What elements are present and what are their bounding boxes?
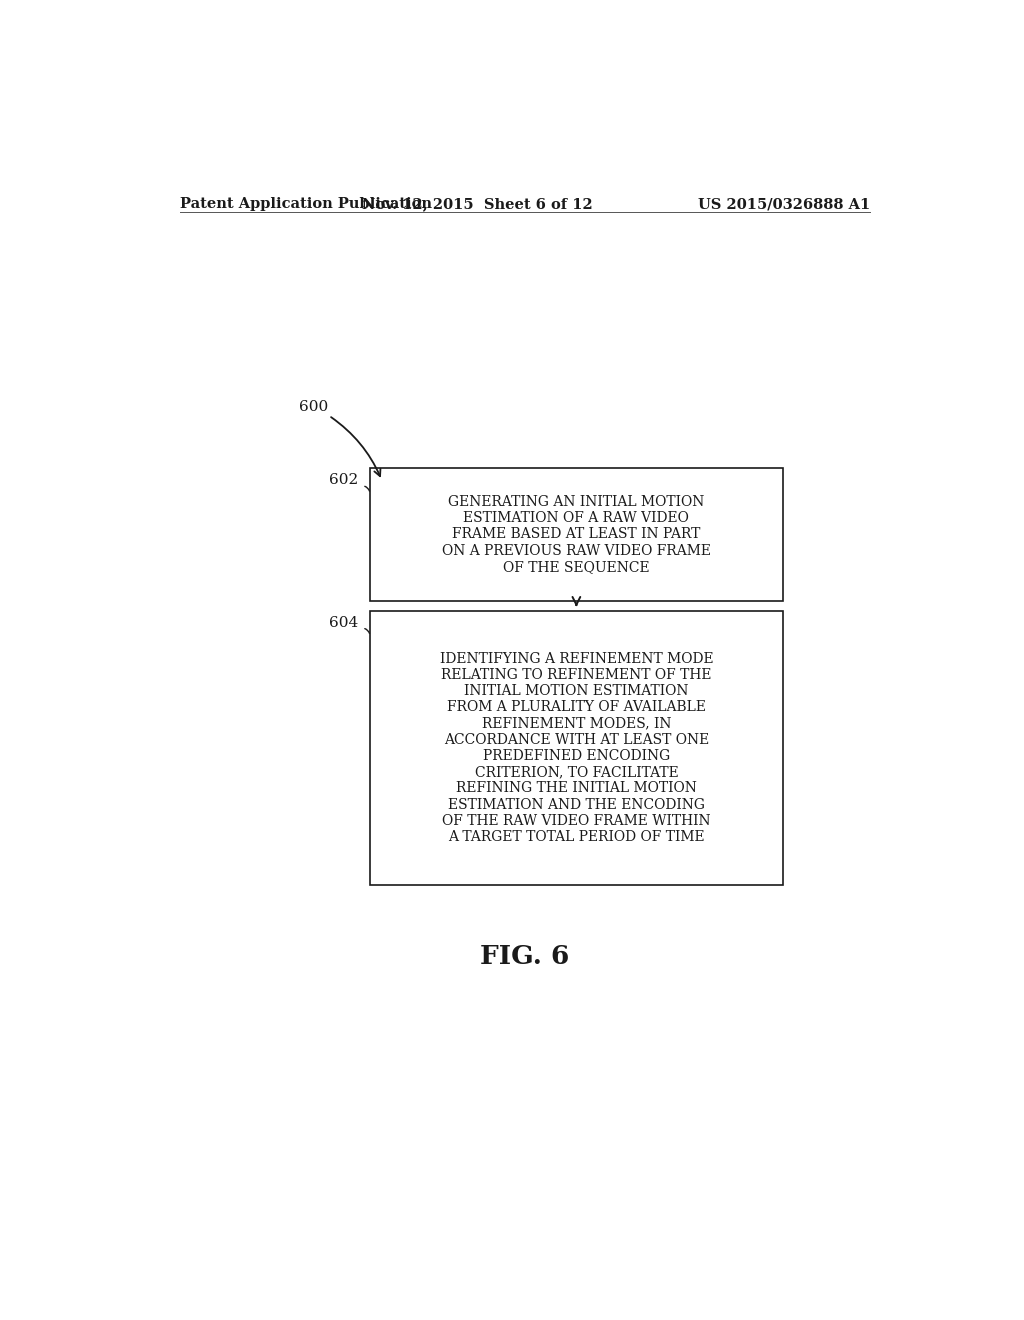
Bar: [370, 469, 782, 601]
Text: 600: 600: [299, 400, 328, 414]
Text: US 2015/0326888 A1: US 2015/0326888 A1: [697, 197, 870, 211]
Text: GENERATING AN INITIAL MOTION
ESTIMATION OF A RAW VIDEO
FRAME BASED AT LEAST IN P: GENERATING AN INITIAL MOTION ESTIMATION …: [442, 495, 711, 574]
Text: 604: 604: [329, 615, 358, 630]
Text: FIG. 6: FIG. 6: [480, 944, 569, 969]
Text: IDENTIFYING A REFINEMENT MODE
RELATING TO REFINEMENT OF THE
INITIAL MOTION ESTIM: IDENTIFYING A REFINEMENT MODE RELATING T…: [439, 652, 713, 843]
Text: Nov. 12, 2015  Sheet 6 of 12: Nov. 12, 2015 Sheet 6 of 12: [361, 197, 593, 211]
Text: 602: 602: [329, 474, 358, 487]
Bar: [370, 611, 782, 886]
Text: Patent Application Publication: Patent Application Publication: [179, 197, 431, 211]
